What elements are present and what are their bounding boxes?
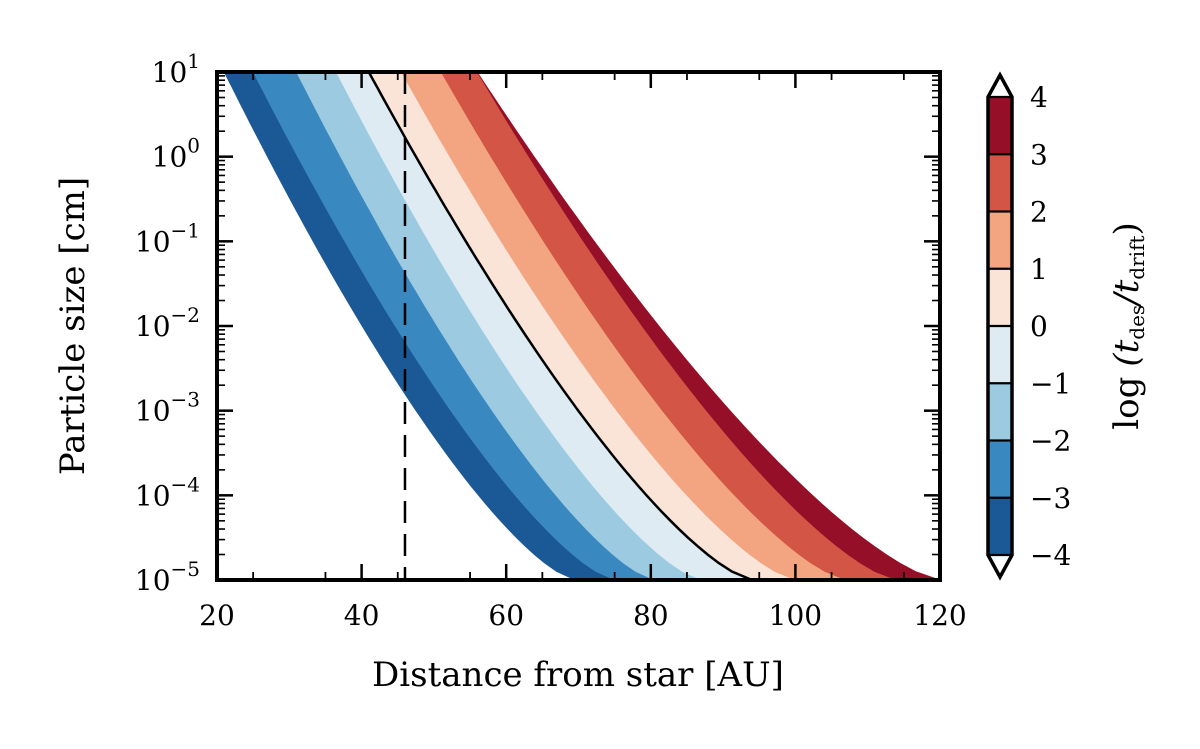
- y-axis-label: Particle size [cm]: [53, 177, 93, 475]
- y-tick-exponent: 0: [187, 134, 200, 158]
- x-tick-label: 80: [633, 599, 669, 632]
- y-tick-base: 10: [152, 56, 188, 89]
- colorbar-tick-label: 4: [1030, 81, 1048, 114]
- colorbar-swatch: [988, 211, 1012, 270]
- colorbar-label-expr: (t: [1107, 339, 1147, 366]
- y-tick-label: 100: [152, 134, 200, 174]
- colorbar-outline: [986, 71, 1014, 581]
- y-tick-base: 10: [135, 395, 171, 428]
- y-tick-exponent: −2: [171, 303, 200, 327]
- colorbar-label-sub1: des: [1125, 305, 1149, 340]
- y-tick-label: 10−5: [135, 557, 200, 597]
- colorbar-tick-label: −4: [1030, 539, 1071, 572]
- y-tick-label: 10−4: [135, 472, 200, 512]
- colorbar-label-prefix: log: [1107, 377, 1147, 430]
- x-tick-labels: 20 40 60 80 100 120: [199, 599, 967, 632]
- colorbar: −4 −3 −2 −1 0 1 2 3 4 log (tdes/tdrift): [986, 71, 1149, 581]
- y-tick-label: 10−2: [135, 303, 200, 343]
- y-tick-label: 10−1: [135, 218, 200, 258]
- x-axis-label: Distance from star [AU]: [372, 655, 784, 695]
- colorbar-swatch: [988, 268, 1012, 327]
- colorbar-swatch: [988, 97, 1012, 155]
- colorbar-tick-label: 3: [1030, 138, 1048, 171]
- y-tick-label: 101: [152, 49, 200, 89]
- colorbar-tick-label: −3: [1030, 482, 1071, 515]
- y-tick-exponent: 1: [187, 49, 200, 73]
- colorbar-tick-label: 2: [1030, 196, 1048, 229]
- x-tick-label: 120: [913, 599, 966, 632]
- y-tick-base: 10: [152, 141, 188, 174]
- y-tick-exponent: −1: [171, 218, 200, 242]
- colorbar-swatch: [988, 440, 1012, 499]
- x-tick-label: 60: [488, 599, 524, 632]
- zero-contour-line: [367, 72, 753, 580]
- y-tick-base: 10: [135, 479, 171, 512]
- colorbar-tick-label: −1: [1030, 367, 1071, 400]
- colorbar-label-mid: /t: [1107, 279, 1147, 307]
- colorbar-label: log (tdes/tdrift): [1107, 222, 1149, 430]
- y-tick-base: 10: [135, 225, 171, 258]
- contour-band: [477, 72, 940, 580]
- colorbar-ticks: [988, 95, 1012, 557]
- x-tick-label: 100: [769, 599, 822, 632]
- colorbar-tick-label: −2: [1030, 425, 1071, 458]
- y-tick-exponent: −5: [171, 557, 200, 581]
- y-tick-base: 10: [135, 310, 171, 343]
- y-tick-exponent: −3: [171, 388, 200, 412]
- plot-area: [215, 70, 942, 582]
- colorbar-swatch: [988, 383, 1012, 441]
- colorbar-swatch: [988, 326, 1012, 384]
- colorbar-tick-label: 1: [1030, 253, 1048, 286]
- colorbar-label-sub2: drift: [1125, 235, 1149, 279]
- y-tick-exponent: −4: [171, 472, 200, 496]
- colorbar-swatch: [988, 154, 1012, 212]
- colorbar-label-suffix: ): [1107, 222, 1147, 235]
- plot-frame: [215, 70, 942, 582]
- y-tick-label: 10−3: [135, 388, 200, 428]
- x-tick-label: 40: [344, 599, 380, 632]
- colorbar-extend-top: [988, 75, 1012, 97]
- colorbar-bands: [988, 75, 1012, 577]
- x-tick-label: 20: [199, 599, 235, 632]
- colorbar-swatch: [988, 497, 1012, 556]
- colorbar-tick-labels: −4 −3 −2 −1 0 1 2 3 4: [1030, 81, 1071, 572]
- y-tick-base: 10: [135, 564, 171, 597]
- colorbar-tick-label: 0: [1030, 310, 1048, 343]
- colorbar-extend-bottom: [988, 555, 1012, 577]
